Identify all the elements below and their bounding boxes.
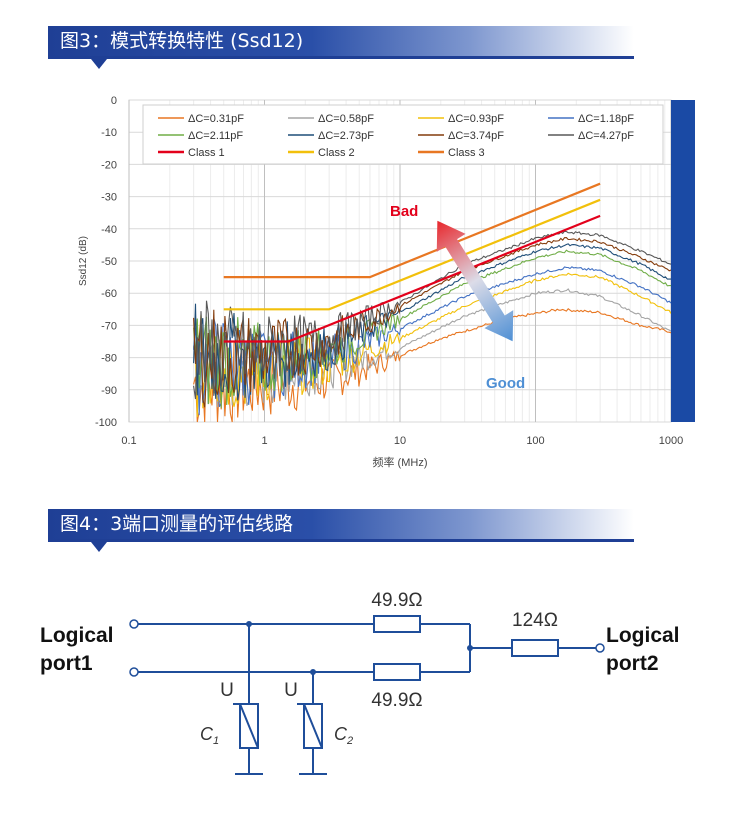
side-blue-bar [671, 100, 695, 422]
x-axis-label: 频率 (MHz) [373, 455, 428, 469]
figure3-title: 图3：模式转换特性 (Ssd12) [60, 30, 304, 52]
figure3-banner: 图3：模式转换特性 (Ssd12) [48, 26, 634, 56]
series-line-10 [223, 182, 601, 279]
junction-node [310, 669, 316, 675]
figure4-banner-underline [48, 539, 634, 542]
y-tick-label: -10 [101, 127, 117, 139]
x-tick-label: 10 [394, 435, 406, 447]
figure3-banner-pointer [91, 59, 107, 69]
y-tick-label: -30 [101, 192, 117, 204]
junction-node [246, 621, 252, 627]
legend-label: ΔC=1.18pF [578, 113, 634, 125]
y-tick-label: -20 [101, 159, 117, 171]
ssd12-chart: 0 -10 -20 -30 -40 -50 -60 -70 -80 -90 -100 0.1 1 10 1… [78, 95, 695, 469]
varistor-c2-u-label: U [284, 680, 298, 701]
port1-label-line1: Logical [40, 624, 114, 647]
port1-terminal-bottom [129, 667, 139, 677]
c1-label: C1 [200, 724, 219, 747]
series-line-9 [223, 198, 601, 311]
series-line-4 [193, 249, 671, 409]
evaluation-circuit: Logical port1 Logical port2 49.9Ω 49.9Ω … [40, 590, 680, 775]
junction-node [467, 645, 473, 651]
figure3-banner-underline [48, 56, 634, 59]
resistor-right-value: 124Ω [512, 610, 558, 631]
y-tick-label: -80 [101, 353, 117, 365]
resistor-top [373, 615, 421, 633]
legend: ΔC=0.31pF ΔC=0.58pF ΔC=0.93pF ΔC=1.18pF ΔC=2… [158, 113, 634, 159]
port2-label-line2: port2 [606, 652, 659, 675]
varistor-c1 [233, 703, 259, 749]
good-label: Good [486, 375, 525, 392]
series-lines [193, 182, 672, 423]
legend-label: Class 3 [448, 147, 485, 159]
figure4-banner: 图4：3端口测量的评估线路 [48, 509, 634, 539]
x-tick-labels: 0.1 1 10 100 1000 [121, 435, 683, 447]
figure4-banner-pointer [91, 542, 107, 552]
legend-label: Class 1 [188, 147, 225, 159]
legend-label: ΔC=2.11pF [188, 130, 243, 142]
figure4-title: 图4：3端口测量的评估线路 [60, 513, 294, 535]
legend-label: ΔC=4.27pF [578, 130, 634, 142]
y-tick-label: -40 [101, 224, 117, 236]
resistor-top-value: 49.9Ω [371, 590, 422, 611]
legend-label: ΔC=0.58pF [318, 113, 374, 125]
series-line-8 [223, 214, 601, 343]
series-line-6 [193, 237, 672, 408]
port1-terminal-top [129, 619, 139, 629]
y-axis-label: Ssd12 (dB) [78, 236, 89, 286]
series-line-1 [193, 288, 672, 408]
legend-label: Class 2 [318, 147, 355, 159]
y-tick-label: -100 [95, 417, 117, 429]
c2-label: C2 [334, 724, 353, 747]
x-tick-label: 100 [526, 435, 544, 447]
resistor-bottom [373, 663, 421, 681]
legend-box [142, 104, 664, 165]
legend-label: ΔC=2.73pF [318, 130, 374, 142]
varistor-c1-u-label: U [220, 680, 234, 701]
y-tick-labels: 0 -10 -20 -30 -40 -50 -60 -70 -80 -90 -100 [95, 95, 117, 429]
varistor-c2 [297, 703, 323, 749]
port1-label-line2: port1 [40, 652, 93, 675]
y-tick-label: 0 [111, 95, 117, 107]
resistor-bottom-value: 49.9Ω [371, 690, 422, 711]
y-tick-label: -60 [101, 288, 117, 300]
port2-label-line1: Logical [606, 624, 680, 647]
legend-label: ΔC=0.31pF [188, 113, 244, 125]
port2-terminal [595, 643, 605, 653]
y-tick-label: -50 [101, 256, 117, 268]
y-tick-label: -70 [101, 320, 117, 332]
x-tick-label: 0.1 [121, 435, 136, 447]
bad-label: Bad [390, 203, 418, 220]
resistor-right [511, 639, 559, 657]
legend-label: ΔC=0.93pF [448, 113, 504, 125]
bad-good-arrow [436, 220, 514, 342]
x-tick-label: 1000 [659, 435, 683, 447]
x-tick-label: 1 [261, 435, 267, 447]
y-tick-label: -90 [101, 385, 117, 397]
legend-label: ΔC=3.74pF [448, 130, 504, 142]
series-line-5 [193, 243, 672, 401]
